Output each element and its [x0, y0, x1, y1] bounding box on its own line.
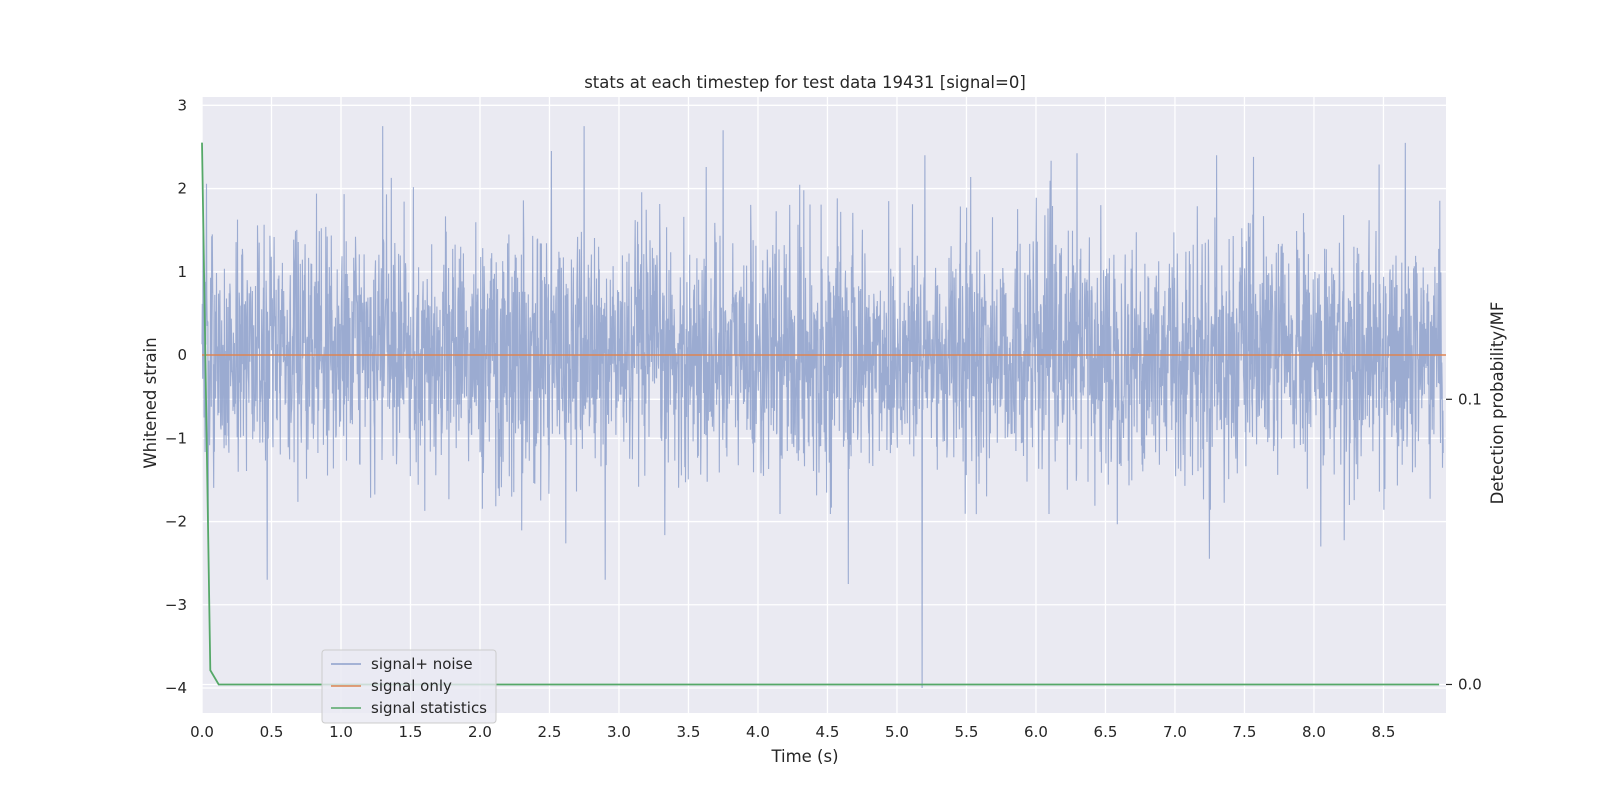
- x-tick-label: 7.0: [1163, 723, 1187, 741]
- y-tick-label: −1: [165, 429, 187, 447]
- x-tick-label: 3.5: [677, 723, 701, 741]
- y-right-tick-label: 0.1: [1458, 390, 1482, 408]
- legend-label-signal-statistics: signal statistics: [371, 699, 487, 717]
- y-tick-label: −4: [165, 679, 187, 697]
- y-tick-label: 1: [177, 263, 187, 281]
- x-tick-label: 5.5: [955, 723, 979, 741]
- x-tick-label: 1.0: [329, 723, 353, 741]
- y-tick-label: 0: [177, 346, 187, 364]
- y-tick-label: 3: [177, 96, 187, 114]
- x-tick-label: 8.0: [1302, 723, 1326, 741]
- y-right-axis-title: Detection probability/MF: [1488, 302, 1507, 505]
- x-tick-label: 7.5: [1233, 723, 1257, 741]
- x-axis-title: Time (s): [770, 747, 838, 766]
- series-signal-statistics-line: [201, 142, 1440, 686]
- y-tick-label: −2: [165, 513, 187, 531]
- legend-label-signal-noise: signal+ noise: [371, 655, 473, 673]
- legend-label-signal-only: signal only: [371, 677, 452, 695]
- series-signal-noise-line: [201, 126, 1444, 689]
- x-tick-label: 6.0: [1024, 723, 1048, 741]
- x-tick-label: 2.0: [468, 723, 492, 741]
- x-tick-label: 4.0: [746, 723, 770, 741]
- y-right-tick-label: 0.0: [1458, 675, 1482, 693]
- x-tick-label: 0.0: [190, 723, 214, 741]
- y-tick-label: −3: [165, 596, 187, 614]
- x-tick-label: 0.5: [260, 723, 284, 741]
- x-tick-label: 1.5: [399, 723, 423, 741]
- legend: signal+ noise signal only signal statist…: [321, 649, 497, 724]
- x-tick-label: 6.5: [1094, 723, 1118, 741]
- chart-title: stats at each timestep for test data 194…: [584, 73, 1026, 92]
- x-tick-label: 2.5: [538, 723, 562, 741]
- x-tick-label: 4.5: [816, 723, 840, 741]
- legend-box: [321, 649, 497, 724]
- y-axis-title: Whitened strain: [141, 337, 160, 468]
- x-tick-label: 8.5: [1372, 723, 1396, 741]
- x-tick-label: 3.0: [607, 723, 631, 741]
- y-tick-label: 2: [177, 180, 187, 198]
- x-tick-label: 5.0: [885, 723, 909, 741]
